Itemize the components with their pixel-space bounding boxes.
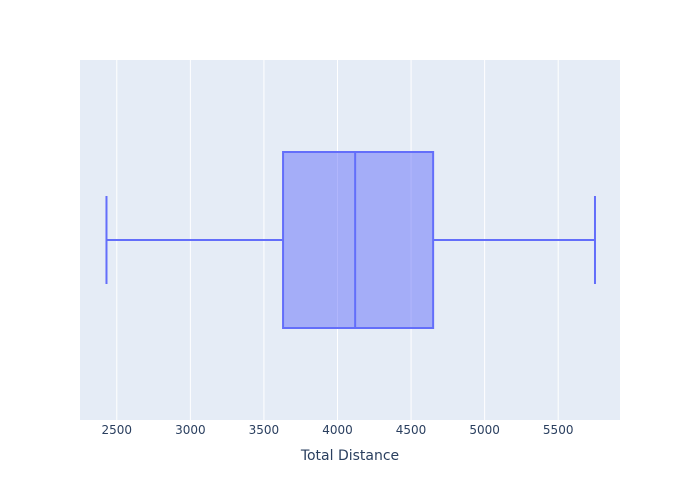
x-tick-label: 4000 xyxy=(322,423,353,437)
x-tick-label: 5500 xyxy=(543,423,574,437)
x-tick-label: 2500 xyxy=(102,423,133,437)
x-axis-ticks: 2500 3000 3500 4000 4500 5000 5500 xyxy=(102,423,574,437)
x-tick-label: 3000 xyxy=(175,423,206,437)
interquartile-box xyxy=(282,151,435,329)
x-axis-title: Total Distance xyxy=(300,448,399,464)
x-tick-label: 4500 xyxy=(396,423,427,437)
x-tick-label: 3500 xyxy=(249,423,280,437)
box-series xyxy=(105,151,596,329)
x-tick-label: 5000 xyxy=(469,423,500,437)
